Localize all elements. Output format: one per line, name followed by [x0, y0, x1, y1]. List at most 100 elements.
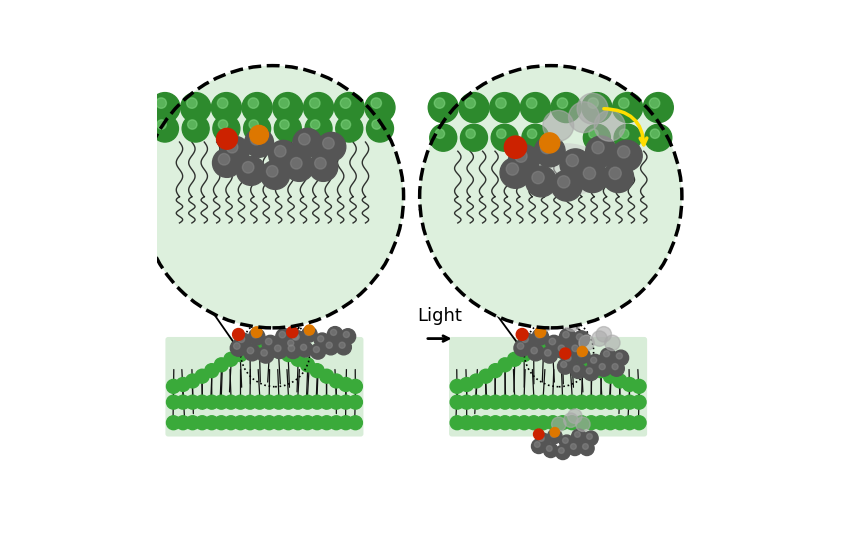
Circle shape: [531, 439, 546, 454]
Circle shape: [301, 344, 307, 350]
Circle shape: [303, 93, 333, 123]
Circle shape: [252, 395, 267, 409]
Circle shape: [329, 374, 343, 388]
Circle shape: [498, 416, 512, 430]
Circle shape: [272, 344, 286, 358]
Circle shape: [582, 93, 612, 123]
Circle shape: [551, 93, 581, 123]
Circle shape: [566, 154, 579, 167]
Circle shape: [218, 153, 230, 165]
Circle shape: [309, 98, 320, 108]
Circle shape: [575, 416, 588, 430]
Circle shape: [572, 429, 586, 443]
Circle shape: [314, 333, 330, 349]
Circle shape: [600, 348, 615, 363]
Circle shape: [348, 379, 362, 393]
Circle shape: [420, 66, 682, 328]
Circle shape: [604, 416, 617, 430]
Circle shape: [242, 93, 272, 123]
Circle shape: [489, 364, 502, 378]
Circle shape: [309, 152, 337, 181]
Circle shape: [517, 395, 531, 409]
Circle shape: [594, 395, 608, 409]
Circle shape: [619, 98, 629, 108]
Circle shape: [249, 120, 258, 129]
Circle shape: [291, 416, 305, 430]
Circle shape: [527, 416, 541, 430]
Circle shape: [340, 329, 355, 344]
Circle shape: [188, 120, 197, 129]
Circle shape: [575, 348, 590, 363]
Circle shape: [280, 120, 289, 129]
Circle shape: [508, 145, 540, 175]
Circle shape: [343, 331, 349, 337]
Circle shape: [281, 348, 295, 362]
Circle shape: [320, 416, 334, 430]
Circle shape: [271, 342, 287, 358]
Circle shape: [546, 335, 562, 352]
Circle shape: [574, 366, 580, 372]
Circle shape: [243, 416, 257, 430]
Circle shape: [558, 345, 564, 351]
Circle shape: [310, 416, 324, 430]
Circle shape: [517, 348, 531, 362]
Circle shape: [314, 158, 326, 169]
Circle shape: [151, 115, 178, 142]
Circle shape: [287, 340, 294, 346]
Circle shape: [263, 395, 276, 409]
Circle shape: [218, 98, 228, 108]
Circle shape: [550, 428, 559, 437]
Circle shape: [261, 160, 290, 189]
Circle shape: [289, 331, 304, 346]
Circle shape: [273, 93, 303, 123]
Circle shape: [559, 435, 574, 450]
Circle shape: [266, 166, 278, 177]
Circle shape: [220, 137, 249, 165]
Circle shape: [489, 395, 502, 409]
Circle shape: [185, 416, 200, 430]
Circle shape: [181, 93, 211, 123]
Circle shape: [285, 152, 314, 181]
Circle shape: [645, 124, 672, 151]
Circle shape: [310, 364, 324, 378]
Circle shape: [214, 395, 229, 409]
Circle shape: [500, 158, 531, 188]
Circle shape: [543, 443, 558, 457]
Circle shape: [613, 350, 629, 365]
Circle shape: [559, 348, 571, 359]
Circle shape: [261, 350, 268, 356]
Circle shape: [650, 129, 660, 138]
Circle shape: [242, 161, 254, 173]
Circle shape: [469, 416, 484, 430]
Circle shape: [459, 93, 489, 123]
Circle shape: [586, 368, 592, 374]
Circle shape: [594, 364, 608, 378]
Circle shape: [575, 417, 590, 431]
Circle shape: [489, 416, 502, 430]
Circle shape: [310, 395, 324, 409]
Circle shape: [549, 338, 556, 345]
Circle shape: [583, 365, 598, 380]
Circle shape: [196, 369, 209, 383]
Circle shape: [305, 115, 332, 142]
Circle shape: [603, 162, 633, 193]
Circle shape: [275, 145, 286, 157]
Circle shape: [334, 93, 365, 123]
FancyBboxPatch shape: [166, 337, 364, 436]
Circle shape: [575, 395, 588, 409]
Circle shape: [526, 166, 557, 197]
Circle shape: [176, 416, 190, 430]
Circle shape: [469, 374, 484, 388]
Circle shape: [558, 176, 570, 188]
Circle shape: [564, 413, 578, 427]
Circle shape: [558, 448, 564, 454]
Circle shape: [196, 416, 209, 430]
Circle shape: [609, 361, 624, 376]
Circle shape: [150, 93, 180, 123]
Circle shape: [535, 136, 565, 167]
Circle shape: [516, 329, 528, 341]
Circle shape: [465, 98, 475, 108]
FancyArrowPatch shape: [604, 109, 647, 145]
Circle shape: [570, 363, 586, 378]
Circle shape: [565, 348, 579, 362]
